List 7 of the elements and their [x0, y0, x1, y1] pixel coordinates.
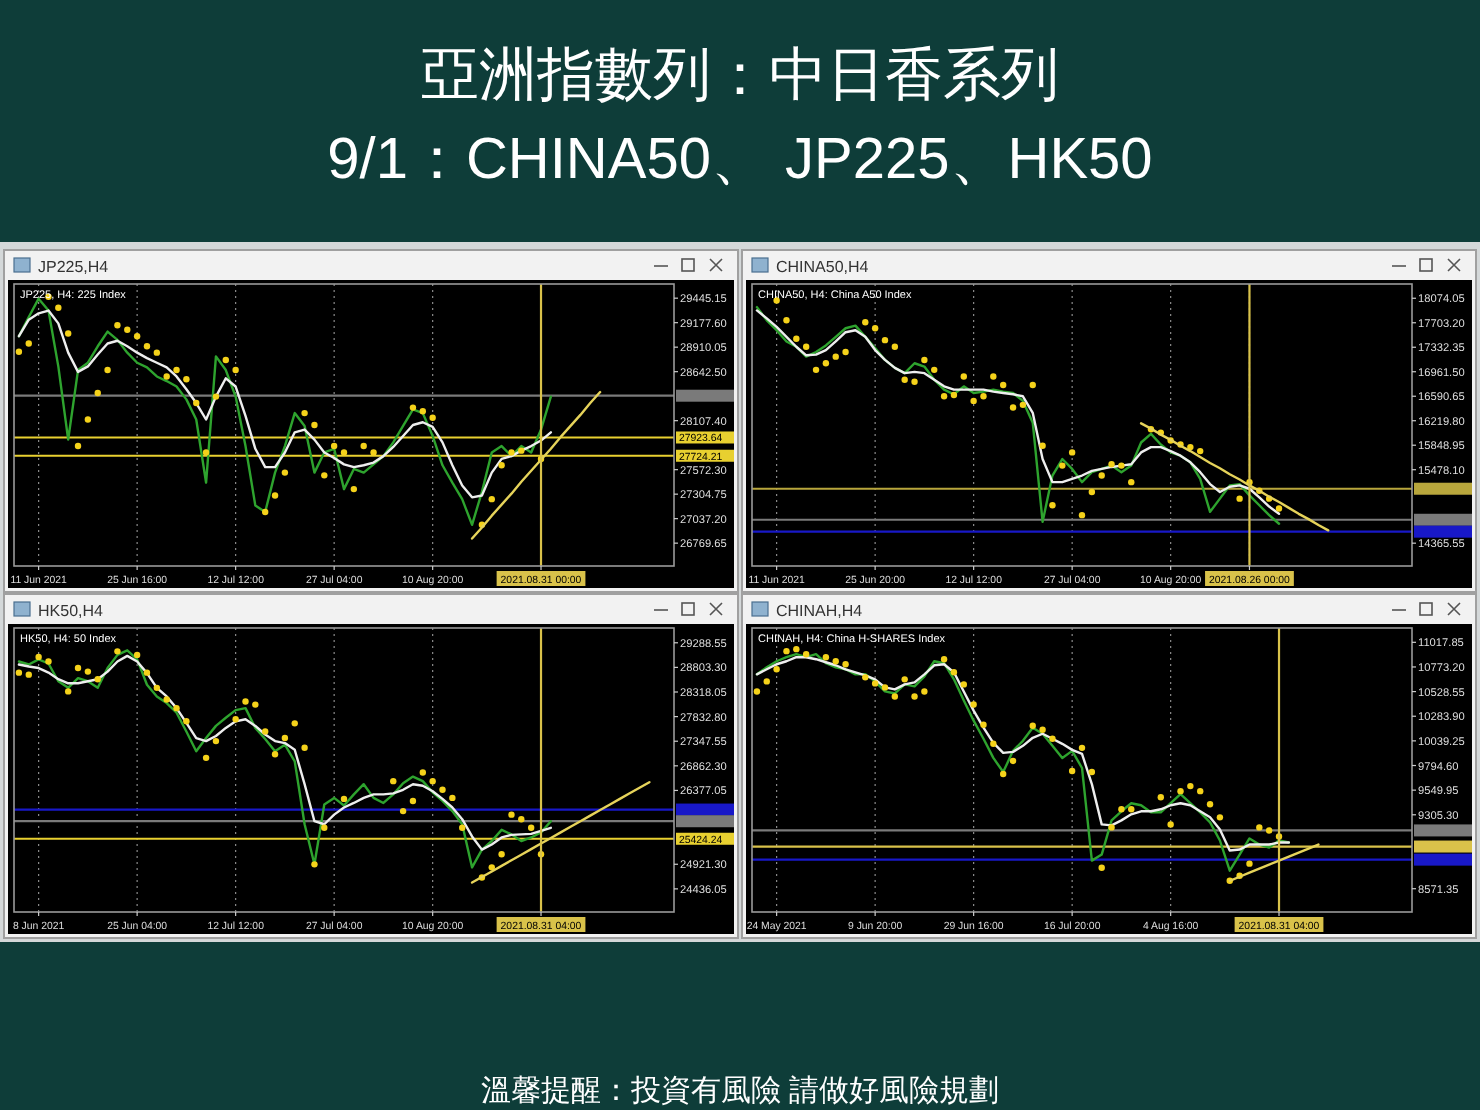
text: 溫馨提醒：投資有風險 請做好風險規劃 [480, 1074, 1000, 1108]
chart-title: JP225,H4 [38, 258, 110, 276]
chart-title: CHINA50,H4 [776, 258, 870, 276]
chart-title: HK50,H4 [38, 602, 105, 620]
chart-title: CHINAH,H4 [776, 602, 864, 620]
text: 9/1：CHINA50、 JP225、HK50 [327, 128, 1153, 192]
text: 亞洲指數列：中日香系列 [421, 44, 1059, 108]
